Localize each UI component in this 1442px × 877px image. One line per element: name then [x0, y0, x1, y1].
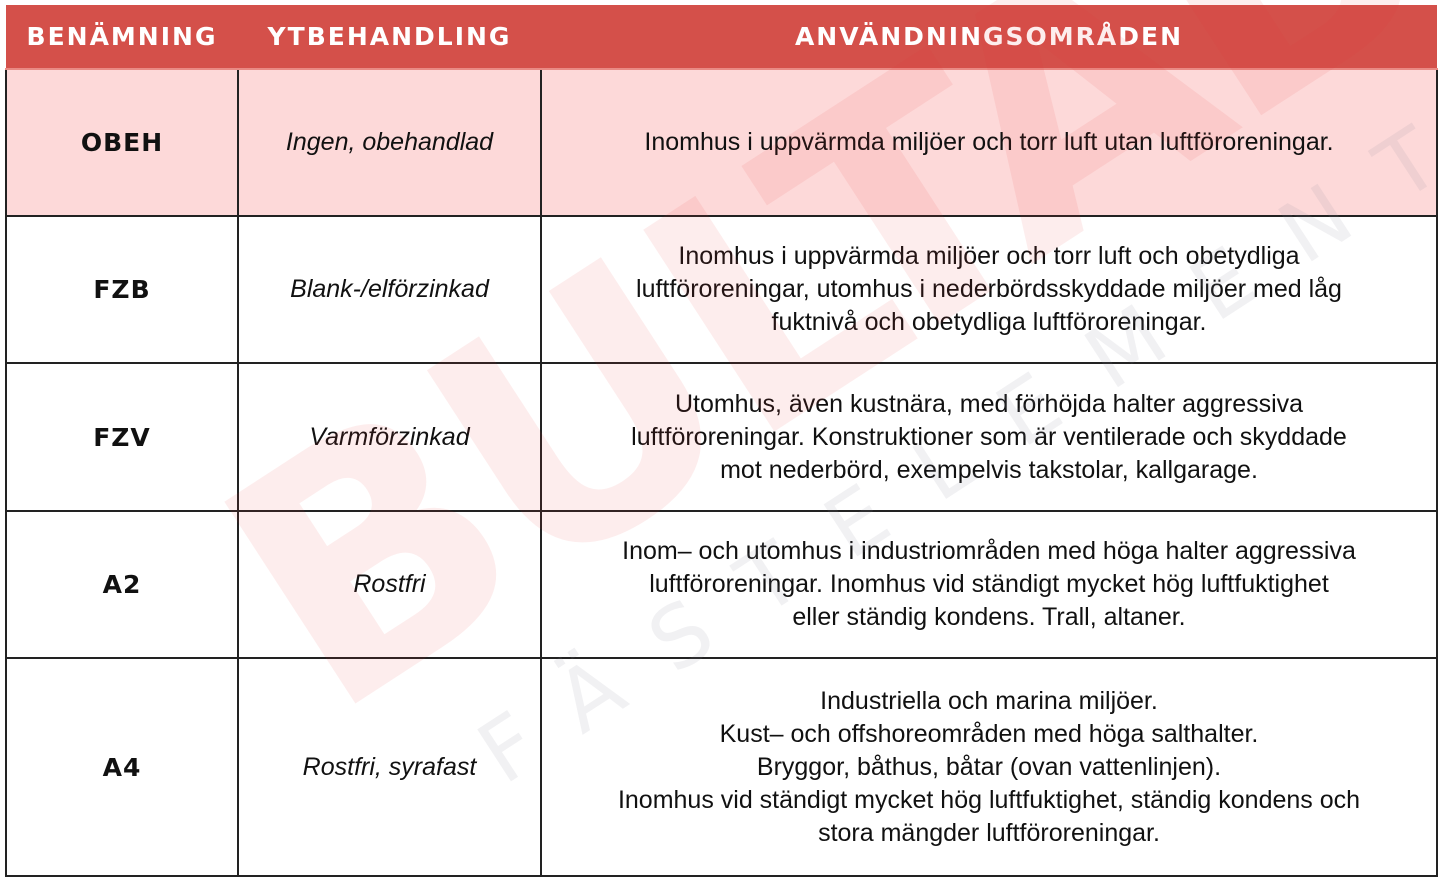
usage-line: Utomhus, även kustnära, med förhöjda hal… [674, 389, 1304, 418]
usage-cell: Industriella och marina miljöer. Kust– oc… [540, 657, 1438, 877]
header-row: BENÄMNING YTBEHANDLING ANVÄNDNINGSOMRÅDE… [6, 5, 1437, 70]
usage-line: Bryggor, båthus, båtar (ovan vattenlinje… [756, 752, 1222, 781]
usage-line: luftföroreningar. Inomhus vid ständigt m… [649, 570, 1329, 598]
surface-treatment-cell: Rostfri, syrafast [237, 657, 542, 877]
usage-line: fuktnivå och obetydliga luftföroreningar… [771, 308, 1207, 336]
usage-line: eller ständig kondens. Trall, altaner. [792, 603, 1186, 631]
surface-treatment-table: BENÄMNING YTBEHANDLING ANVÄNDNINGSOMRÅDE… [5, 5, 1438, 877]
usage-line: Industriella och marina miljöer. [820, 686, 1158, 715]
surface-treatment-cell: Varmförzinkad [237, 362, 542, 512]
usage-cell: Inomhus i uppvärmda miljöer och torr luf… [540, 215, 1438, 364]
designation-cell: FZB [5, 215, 239, 364]
usage-line: mot nederbörd, exempelvis takstolar, kal… [720, 455, 1258, 484]
usage-line: luftföroreningar, utomhus i nederbördssk… [636, 275, 1342, 303]
usage-line: luftföroreningar. Konstruktioner som är … [631, 422, 1347, 451]
designation-cell: A4 [5, 657, 239, 877]
usage-line: Kust– och offshoreområden med höga salth… [719, 719, 1259, 748]
header-surface: YTBEHANDLING [238, 5, 541, 70]
designation-cell: OBEH [5, 68, 239, 217]
designation-cell: A2 [5, 510, 239, 659]
table-row: OBEH Ingen, obehandlad Inomhus i uppvärmda… [5, 68, 1438, 217]
table-row: A2 Rostfri Inom– och utomhus i industriomr… [5, 510, 1438, 659]
header-usage: ANVÄNDNINGSOMRÅDEN [541, 5, 1437, 70]
usage-line: Inomhus i uppvärmda miljöer och torr luf… [678, 242, 1300, 270]
usage-line: stora mängder luftföroreningar. [818, 818, 1160, 847]
usage-line: Inom– och utomhus i industriområden med … [622, 537, 1356, 565]
designation-cell: FZV [5, 362, 239, 512]
usage-cell: Inom– och utomhus i industriområden med … [540, 510, 1438, 659]
table-row: FZV Varmförzinkad Utomhus, även kustnära, … [5, 362, 1438, 512]
surface-treatment-cell: Ingen, obehandlad [237, 68, 542, 217]
table-row: A4 Rostfri, syrafast Industriella och mari… [5, 657, 1438, 877]
table-row: FZB Blank-/elförzinkad Inomhus i uppvärmda… [5, 215, 1438, 364]
header-name: BENÄMNING [6, 5, 238, 70]
usage-line: Inomhus i uppvärmda miljöer och torr luf… [644, 128, 1334, 156]
usage-line: Inomhus vid ständigt mycket hög luftfukt… [617, 785, 1361, 814]
surface-treatment-cell: Blank-/elförzinkad [237, 215, 542, 364]
usage-cell: Utomhus, även kustnära, med förhöjda hal… [540, 362, 1438, 512]
usage-cell: Inomhus i uppvärmda miljöer och torr luf… [540, 68, 1438, 217]
surface-treatment-cell: Rostfri [237, 510, 542, 659]
